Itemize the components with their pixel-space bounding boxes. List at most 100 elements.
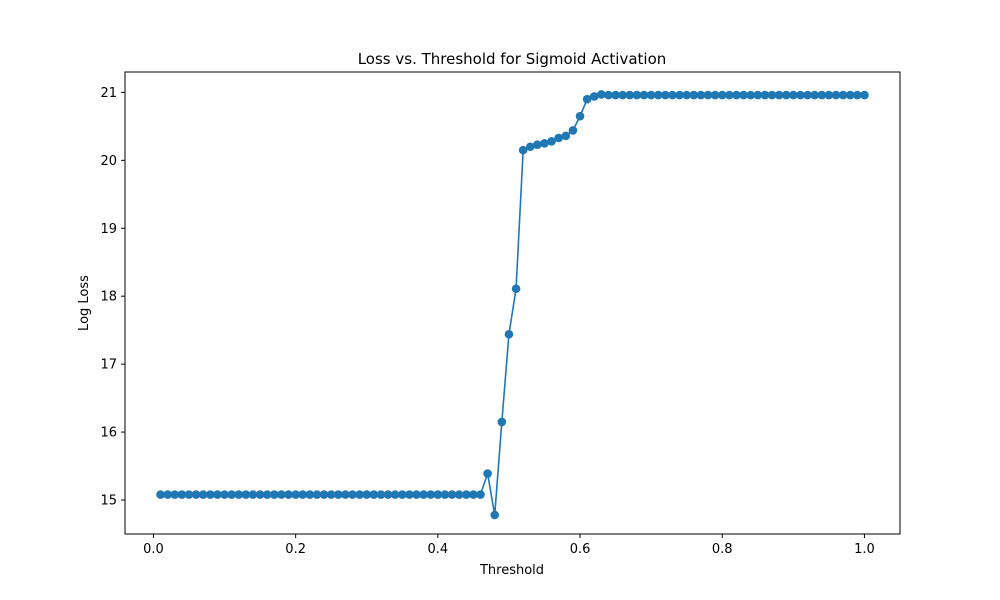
data-point [376,490,386,499]
data-point [248,490,258,499]
data-point [454,490,464,499]
data-point [405,490,414,499]
data-point [860,90,869,100]
data-point [646,90,656,100]
data-point [732,90,741,100]
y-axis: 15 16 17 18 19 20 21 [100,86,125,509]
data-point [817,90,827,100]
data-point [632,90,642,100]
data-point [611,90,620,100]
data-point [412,490,421,499]
data-point [255,490,265,499]
x-tick-label: 0.2 [285,542,306,557]
data-point [774,90,784,100]
data-point [767,90,777,100]
data-point [789,90,798,100]
data-point [440,490,450,499]
data-point [547,137,556,146]
data-point [206,490,215,499]
data-point [241,490,251,499]
data-point [796,90,805,100]
data-point [582,94,592,104]
data-point [781,90,791,100]
data-point [639,90,649,100]
data-point [461,490,471,499]
y-tick-label: 15 [100,494,117,509]
data-point [483,469,492,478]
data-point [589,92,599,101]
data-point [284,490,293,499]
data-point [525,142,535,152]
y-tick-label: 19 [100,222,117,237]
data-point [703,90,713,100]
data-point [355,490,364,499]
data-point [675,90,684,100]
data-point [853,90,862,100]
data-point [383,490,393,499]
data-point [213,490,222,499]
chart-title: Loss vs. Threshold for Sigmoid Activatio… [358,50,667,68]
data-point [717,90,727,100]
data-point [725,90,734,100]
data-point [469,490,478,499]
data-point [831,90,841,100]
data-point [270,490,279,499]
plot-area-frame [124,71,901,535]
data-point [504,329,514,339]
data-point [803,90,812,100]
data-point [198,490,208,499]
data-point [334,490,343,499]
y-tick-label: 16 [100,426,117,441]
data-point [319,490,329,499]
data-point [305,490,315,499]
data-point [447,490,457,499]
data-point [710,90,720,100]
y-tick-label: 20 [100,154,117,169]
data-point [497,417,507,427]
data-point [668,90,677,100]
data-point [511,284,521,294]
y-tick-label: 21 [100,86,117,101]
x-tick-label: 0.6 [570,542,591,557]
data-point [291,490,300,499]
series-line [160,93,865,516]
y-tick-label: 18 [100,290,117,305]
data-point [191,490,201,499]
data-point [369,490,379,499]
data-point [163,490,172,499]
data-point [341,490,350,499]
data-point [277,490,286,499]
data-point [170,490,180,499]
data-point [554,133,564,143]
x-tick-label: 0.0 [143,542,164,557]
data-point [682,90,691,100]
data-point [838,90,848,100]
x-axis: 0.0 0.2 0.4 0.6 0.8 1.0 [143,534,875,557]
data-point [625,90,635,100]
x-tick-label: 0.4 [428,542,449,557]
y-axis-label: Log Loss [77,275,92,331]
data-point [390,490,400,499]
data-point [561,131,571,141]
data-point [653,90,663,100]
data-point [177,490,187,499]
data-point [476,490,485,499]
data-point [753,90,763,100]
data-point [746,90,755,100]
data-point [568,126,578,135]
data-point [362,490,372,499]
data-point [533,140,542,149]
data-point [810,90,819,100]
data-point [518,145,528,155]
y-tick-label: 17 [100,358,117,373]
data-point [540,139,549,148]
x-tick-label: 0.8 [712,542,733,557]
data-point [739,90,748,100]
data-point [234,490,244,499]
data-point [419,490,428,499]
data-point [824,90,834,100]
data-point [220,490,229,499]
data-point [156,490,165,499]
data-point [184,490,194,499]
